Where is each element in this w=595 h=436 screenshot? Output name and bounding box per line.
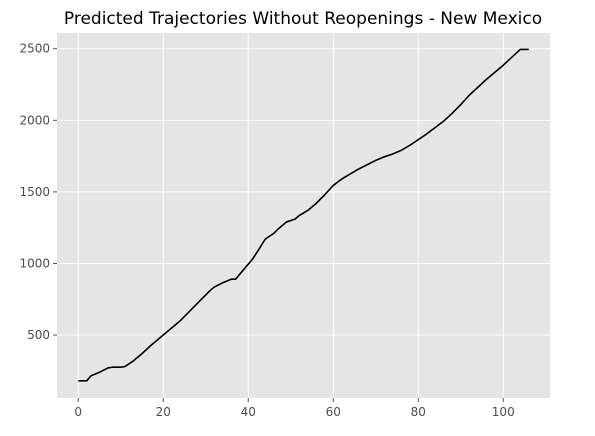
x-axis: 0 20 40 60 80 100 [74,398,515,419]
y-tick-label: 1000 [19,256,50,270]
x-tick-label: 40 [241,405,256,419]
series-line [78,48,529,382]
y-axis: 500 1000 1500 2000 2500 [19,42,57,342]
y-tick-label: 500 [27,328,50,342]
grid-lines [57,33,550,398]
series-layer [78,48,529,382]
x-tick-label: 80 [411,405,426,419]
x-tick-label: 0 [74,405,82,419]
x-tick-label: 20 [156,405,171,419]
y-tick-label: 1500 [19,185,50,199]
y-tick-label: 2500 [19,42,50,56]
plot-area [57,33,550,398]
chart-title: Predicted Trajectories Without Reopening… [64,9,542,29]
y-tick-label: 2000 [19,113,50,127]
x-tick-label: 60 [326,405,341,419]
x-tick-label: 100 [492,405,515,419]
